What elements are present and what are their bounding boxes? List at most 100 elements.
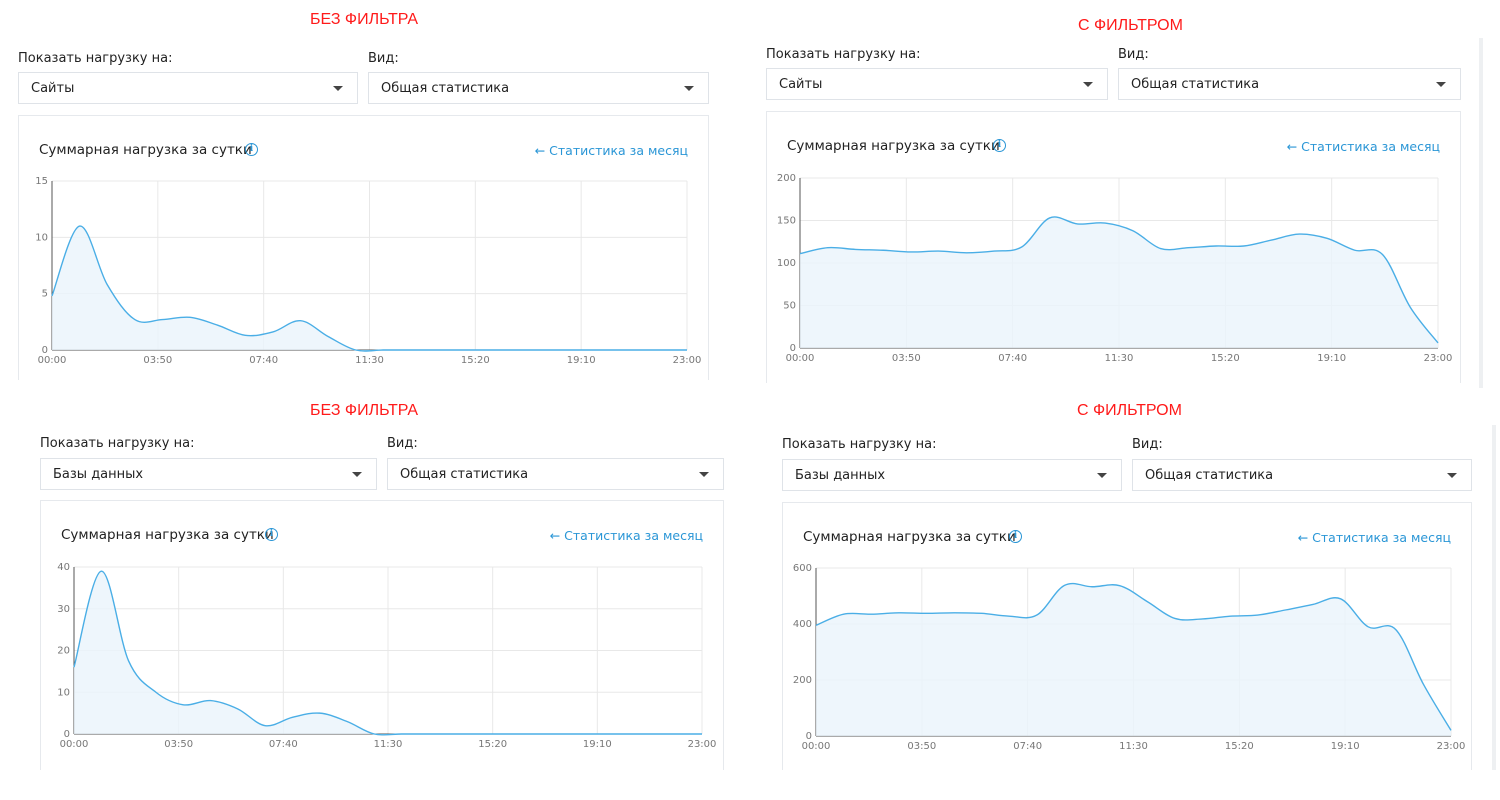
y-tick-label: 50 bbox=[783, 301, 796, 312]
x-tick-label: 07:40 bbox=[1013, 741, 1042, 752]
show-load-select[interactable]: Базы данных bbox=[40, 458, 377, 490]
load-chart: 0 200 400 600 00:00 03:50 07:40 11:30 15:20 19:10… bbox=[793, 563, 1466, 752]
view-select[interactable]: Общая статистика bbox=[1118, 68, 1461, 100]
y-tick-label: 0 bbox=[42, 345, 48, 356]
x-tick-label: 03:50 bbox=[143, 355, 172, 366]
x-tick-label: 11:30 bbox=[1105, 353, 1134, 364]
show-load-label: Показать нагрузку на: bbox=[766, 47, 921, 62]
x-tick-label: 00:00 bbox=[60, 739, 89, 750]
info-icon[interactable]: i bbox=[245, 143, 258, 156]
show-load-value: Базы данных bbox=[53, 467, 144, 482]
load-area bbox=[816, 583, 1451, 736]
panel-bottom-right: С ФИЛЬТРОМ Показать нагрузку на: Вид: Ба… bbox=[750, 395, 1500, 800]
panel-top-right: С ФИЛЬТРОМ Показать нагрузку на: Вид: Са… bbox=[750, 0, 1500, 390]
load-area bbox=[800, 216, 1438, 348]
x-tick-label: 11:30 bbox=[1119, 741, 1148, 752]
view-value: Общая статистика bbox=[381, 81, 510, 96]
show-load-select[interactable]: Базы данных bbox=[782, 459, 1122, 491]
scrollbar-track bbox=[1479, 38, 1483, 388]
x-tick-label: 07:40 bbox=[998, 353, 1027, 364]
chevron-down-icon bbox=[352, 472, 362, 477]
y-tick-label: 400 bbox=[793, 619, 812, 630]
x-tick-label: 19:10 bbox=[1317, 353, 1346, 364]
y-tick-label: 200 bbox=[777, 173, 796, 184]
show-load-value: Базы данных bbox=[795, 468, 886, 483]
view-select[interactable]: Общая статистика bbox=[387, 458, 724, 490]
y-tick-label: 10 bbox=[35, 232, 48, 243]
card-title: Суммарная нагрузка за сутки bbox=[803, 529, 1016, 545]
x-tick-label: 15:20 bbox=[478, 739, 507, 750]
show-load-select[interactable]: Сайты bbox=[18, 72, 358, 104]
load-line bbox=[815, 582, 1452, 731]
x-tick-label: 03:50 bbox=[164, 739, 193, 750]
y-tick-label: 0 bbox=[790, 343, 796, 354]
month-stats-link[interactable]: ← Статистика за месяц bbox=[1286, 139, 1440, 154]
panel-heading: БЕЗ ФИЛЬТРА bbox=[310, 11, 419, 28]
y-tick-label: 200 bbox=[793, 675, 812, 686]
month-stats-link[interactable]: ← Статистика за месяц bbox=[1297, 530, 1451, 545]
view-value: Общая статистика bbox=[400, 467, 529, 482]
show-load-label: Показать нагрузку на: bbox=[782, 437, 937, 452]
view-label: Вид: bbox=[368, 51, 399, 66]
y-tick-label: 10 bbox=[57, 687, 70, 698]
load-chart: 0 10 20 30 40 00:00 03:50 07:40 11:30 15:20 19:10 2… bbox=[57, 562, 717, 750]
x-tick-label: 03:50 bbox=[892, 353, 921, 364]
x-tick-label: 15:20 bbox=[1225, 741, 1254, 752]
load-chart: 0 5 10 15 00:00 03:50 07:40 11:30 15:20 19:10 23:0… bbox=[35, 176, 702, 366]
panel-top-left: БЕЗ ФИЛЬТРА Показать нагрузку на: Вид: С… bbox=[0, 0, 720, 390]
month-stats-link[interactable]: ← Статистика за месяц bbox=[549, 528, 703, 543]
x-tick-label: 00:00 bbox=[38, 355, 67, 366]
info-icon[interactable]: i bbox=[265, 528, 278, 541]
x-tick-label: 15:20 bbox=[1211, 353, 1240, 364]
view-value: Общая статистика bbox=[1145, 468, 1274, 483]
panel-heading: С ФИЛЬТРОМ bbox=[1077, 402, 1182, 419]
info-icon[interactable]: i bbox=[1009, 530, 1022, 543]
chevron-down-icon bbox=[1436, 82, 1446, 87]
x-tick-label: 00:00 bbox=[802, 741, 831, 752]
x-tick-label: 19:10 bbox=[567, 355, 596, 366]
view-label: Вид: bbox=[1118, 47, 1149, 62]
load-area bbox=[52, 226, 687, 352]
chevron-down-icon bbox=[333, 86, 343, 91]
y-tick-label: 30 bbox=[57, 604, 70, 615]
load-card: Суммарная нагрузка за сутки i ← Статисти… bbox=[18, 115, 709, 380]
load-chart: 0 50 100 150 200 00:00 03:50 07:40 11:30 15:20 19:… bbox=[777, 173, 1453, 364]
x-tick-label: 00:00 bbox=[786, 353, 815, 364]
chevron-down-icon bbox=[1097, 473, 1107, 478]
x-tick-label: 07:40 bbox=[249, 355, 278, 366]
view-value: Общая статистика bbox=[1131, 77, 1260, 92]
x-tick-label: 23:00 bbox=[1437, 741, 1466, 752]
x-tick-label: 11:30 bbox=[355, 355, 384, 366]
x-tick-label: 23:00 bbox=[688, 739, 717, 750]
y-tick-label: 100 bbox=[777, 258, 796, 269]
show-load-value: Сайты bbox=[779, 77, 823, 92]
card-title: Суммарная нагрузка за сутки bbox=[39, 142, 252, 158]
y-tick-label: 0 bbox=[64, 729, 70, 740]
x-tick-label: 03:50 bbox=[907, 741, 936, 752]
chevron-down-icon bbox=[1447, 473, 1457, 478]
view-select[interactable]: Общая статистика bbox=[1132, 459, 1472, 491]
show-load-label: Показать нагрузку на: bbox=[40, 436, 195, 451]
month-stats-link[interactable]: ← Статистика за месяц bbox=[534, 143, 688, 158]
load-line bbox=[73, 570, 702, 736]
view-select[interactable]: Общая статистика bbox=[368, 72, 709, 104]
x-tick-label: 19:10 bbox=[583, 739, 612, 750]
y-tick-label: 0 bbox=[806, 731, 812, 742]
show-load-select[interactable]: Сайты bbox=[766, 68, 1108, 100]
y-tick-label: 5 bbox=[42, 289, 48, 300]
x-tick-label: 19:10 bbox=[1331, 741, 1360, 752]
card-title: Суммарная нагрузка за сутки bbox=[787, 138, 1000, 154]
load-line bbox=[799, 216, 1439, 344]
show-load-label: Показать нагрузку на: bbox=[18, 51, 173, 66]
x-tick-label: 07:40 bbox=[269, 739, 298, 750]
y-tick-label: 600 bbox=[793, 563, 812, 574]
y-tick-label: 15 bbox=[35, 176, 48, 187]
scrollbar-track bbox=[1492, 425, 1496, 770]
y-tick-label: 40 bbox=[57, 562, 70, 573]
x-tick-label: 23:00 bbox=[673, 355, 702, 366]
panel-bottom-left: БЕЗ ФИЛЬТРА Показать нагрузку на: Вид: Б… bbox=[0, 395, 740, 800]
chevron-down-icon bbox=[684, 86, 694, 91]
x-tick-label: 23:00 bbox=[1424, 353, 1453, 364]
info-icon[interactable]: i bbox=[993, 139, 1006, 152]
y-tick-label: 150 bbox=[777, 216, 796, 227]
